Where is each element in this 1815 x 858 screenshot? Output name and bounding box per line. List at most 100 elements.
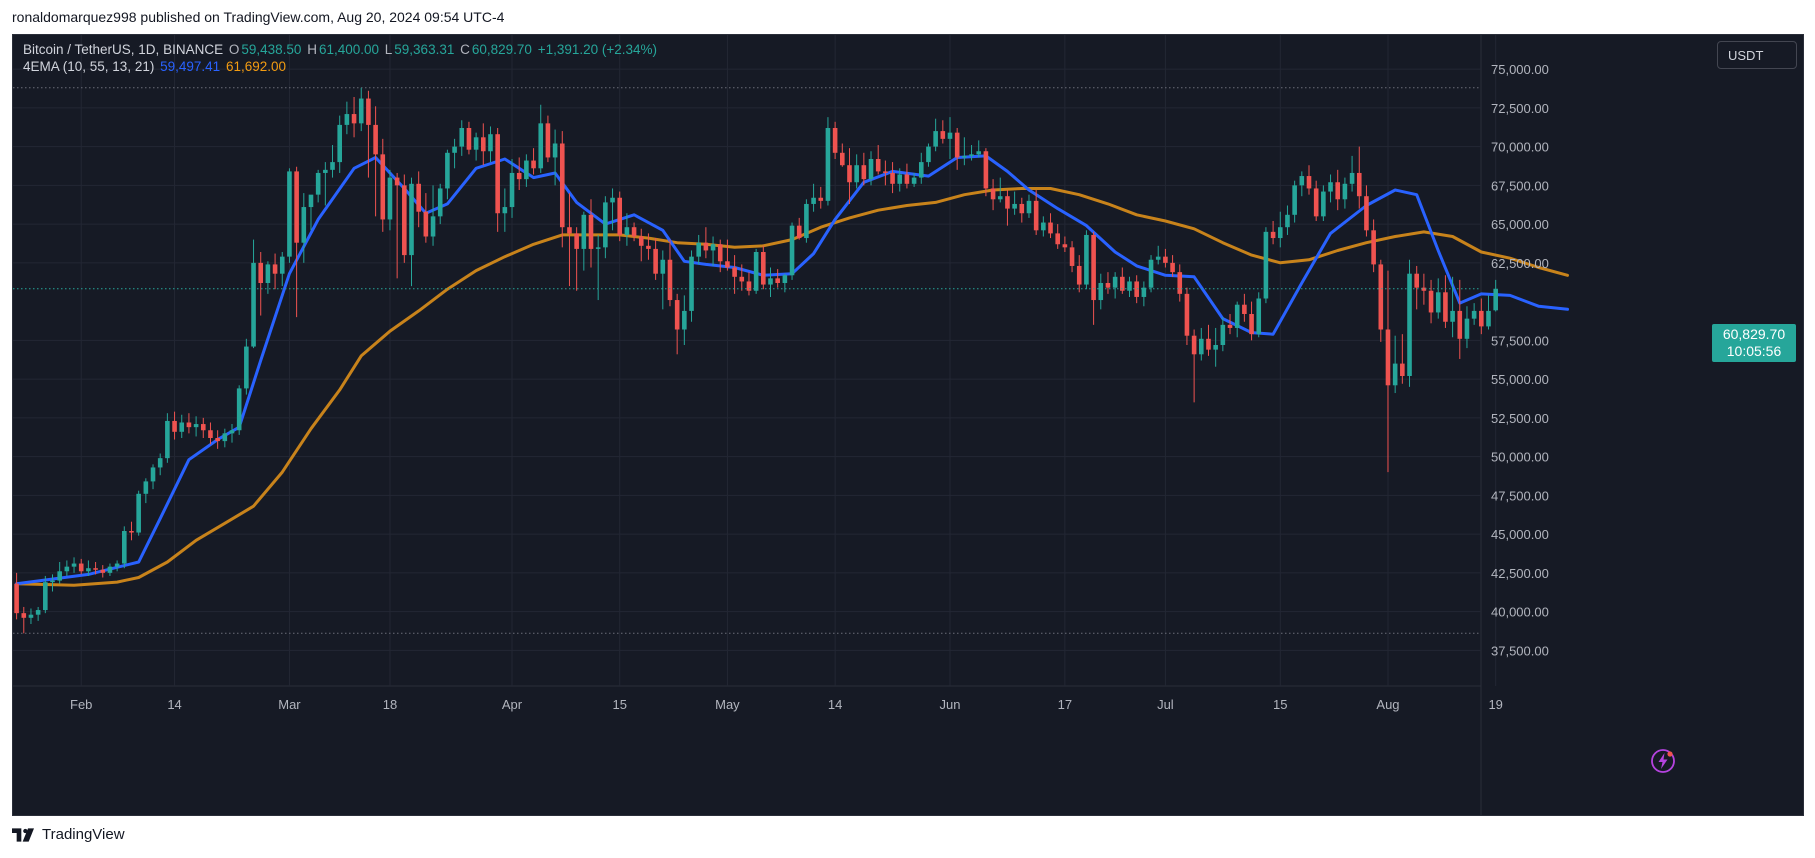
candle-body: [222, 433, 228, 442]
candle-body: [595, 247, 601, 249]
candle-body: [1256, 298, 1262, 335]
candle-body: [832, 128, 838, 153]
candle: [1378, 259, 1384, 342]
candle: [114, 560, 120, 572]
candle: [1234, 301, 1240, 338]
candle-body: [272, 264, 278, 274]
candle-body: [825, 128, 831, 201]
price-chart[interactable]: 75,000.00 72,500.00 70,000.00 67,500.00 65,0…: [13, 35, 1803, 815]
footer-brand[interactable]: TradingView: [12, 826, 125, 843]
candle: [552, 129, 558, 186]
candle: [387, 169, 393, 231]
candle: [402, 174, 407, 263]
candle-body: [1220, 324, 1226, 345]
candle: [1428, 279, 1434, 324]
candle: [646, 233, 651, 260]
bolt-icon[interactable]: [1650, 748, 1676, 774]
candle-body: [1005, 196, 1010, 209]
candle-body: [782, 275, 788, 283]
candle: [1479, 298, 1484, 335]
close-label: C: [460, 42, 470, 57]
symbol-name[interactable]: Bitcoin / TetherUS, 1D, BINANCE: [23, 42, 224, 57]
footer-brand-text: TradingView: [42, 826, 125, 843]
candle: [1263, 227, 1269, 304]
candle-body: [732, 267, 737, 277]
candle-body: [1450, 310, 1455, 322]
candle-body: [93, 568, 98, 570]
candle-body: [710, 244, 716, 251]
candle-body: [796, 225, 802, 239]
candle: [64, 560, 70, 576]
candle-body: [351, 114, 357, 124]
candle: [1349, 155, 1355, 192]
candle-body: [1313, 188, 1319, 217]
candle: [904, 163, 910, 189]
candle-body: [1127, 281, 1132, 291]
candle-body: [215, 438, 220, 442]
candle: [1148, 255, 1154, 293]
candle-body: [969, 154, 974, 156]
candle: [883, 160, 888, 186]
y-tick-label: 52,500.00: [1491, 411, 1549, 426]
candle: [1285, 205, 1290, 235]
candle-body: [172, 420, 177, 432]
candle: [983, 148, 989, 197]
candle-body: [114, 563, 120, 567]
chart-panel[interactable]: 75,000.00 72,500.00 70,000.00 67,500.00 65,0…: [12, 34, 1804, 816]
candle-body: [28, 614, 34, 618]
candle-body: [524, 160, 529, 180]
candle: [1206, 324, 1211, 356]
ema-fast-line: [15, 154, 1569, 586]
x-tick-label: 14: [167, 697, 181, 712]
y-tick-label: 65,000.00: [1491, 217, 1549, 232]
candle-body: [452, 146, 457, 153]
candle: [57, 562, 62, 584]
candle-body: [200, 424, 206, 431]
candle: [373, 106, 378, 217]
candle: [416, 171, 421, 228]
publish-info: ronaldomarquez998 published on TradingVi…: [12, 9, 505, 25]
candle-body: [1234, 304, 1240, 328]
candle: [21, 606, 27, 634]
candle: [1407, 259, 1412, 387]
candle-body: [1155, 256, 1161, 260]
candle-body: [653, 248, 658, 274]
candle: [1421, 273, 1427, 305]
candle-body: [746, 281, 752, 291]
candle: [1041, 216, 1046, 237]
candle-body: [1479, 310, 1484, 327]
currency-button[interactable]: USDT: [1717, 41, 1797, 69]
candle-body: [933, 131, 938, 147]
candle: [1450, 276, 1455, 338]
candle: [150, 464, 156, 490]
candle-body: [638, 236, 644, 246]
candle: [466, 121, 472, 155]
candle: [315, 169, 321, 203]
candle: [1292, 180, 1297, 223]
candle: [768, 267, 773, 297]
y-tick-label: 62,500.00: [1491, 256, 1549, 271]
candle-body: [1105, 283, 1111, 288]
candle-body: [315, 172, 321, 195]
candle-body: [1328, 182, 1333, 192]
candle: [179, 414, 185, 438]
candle: [595, 234, 601, 301]
candle: [279, 252, 285, 287]
candle: [1227, 314, 1233, 335]
candle-body: [1464, 318, 1470, 339]
candle-body: [1292, 185, 1297, 215]
candle-body: [818, 197, 824, 201]
candle: [445, 149, 450, 200]
candle: [1464, 306, 1470, 349]
indicator-name[interactable]: 4EMA (10, 55, 13, 21): [23, 59, 155, 74]
candle: [208, 422, 213, 445]
candle-body: [186, 422, 192, 428]
x-tick-label: 15: [612, 697, 626, 712]
candle: [911, 172, 917, 187]
candle: [703, 227, 709, 259]
candle-body: [1493, 288, 1498, 311]
candle: [1134, 275, 1139, 304]
candle-body: [1299, 176, 1305, 186]
candle-body: [940, 131, 946, 139]
candle: [409, 177, 414, 287]
